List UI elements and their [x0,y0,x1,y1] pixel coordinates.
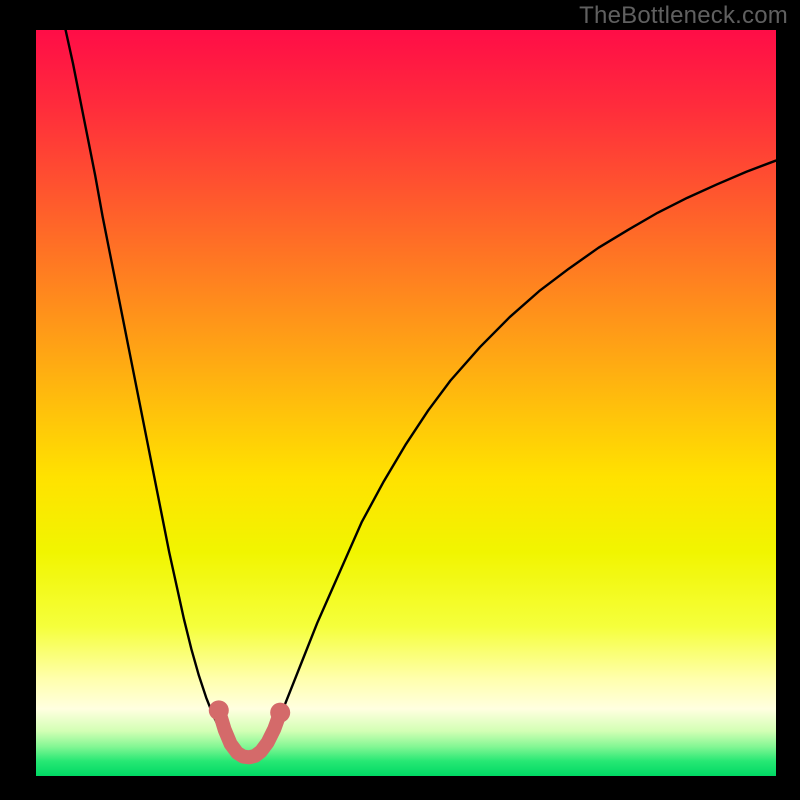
tolerance-endcap-right [270,703,290,723]
watermark-text: TheBottleneck.com [579,2,788,30]
canvas-root: TheBottleneck.com [0,0,800,800]
plot-area [36,30,776,776]
plot-background [36,30,776,776]
tolerance-endcap-left [209,700,229,720]
plot-svg [36,30,776,776]
